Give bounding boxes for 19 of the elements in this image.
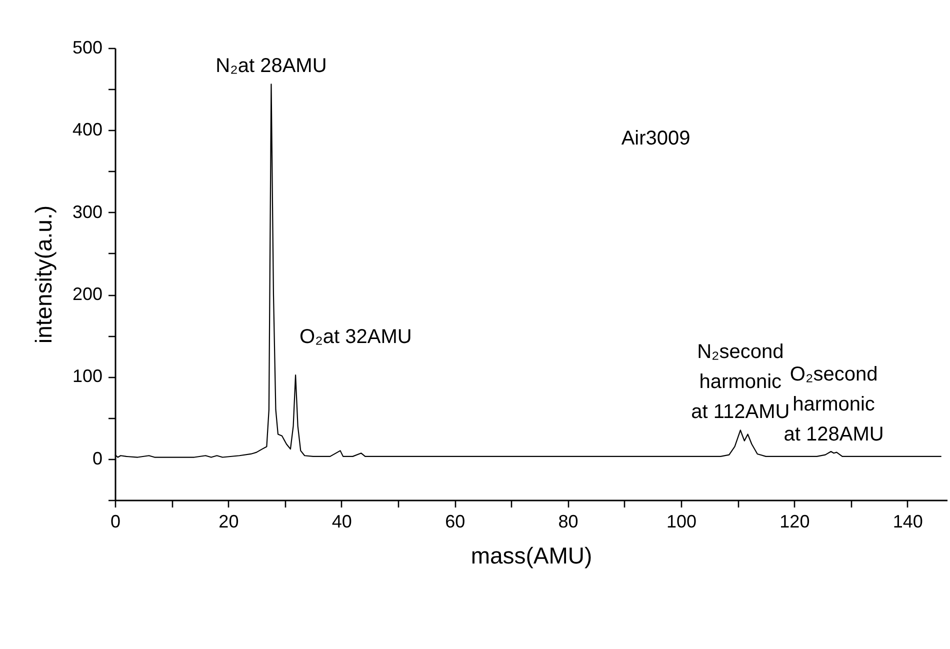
annotation: O₂at 32AMU [300, 326, 412, 348]
y-tick-label: 400 [72, 120, 102, 140]
y-tick-label: 500 [72, 38, 102, 58]
x-tick-label: 20 [218, 512, 239, 532]
x-tick-label: 80 [558, 512, 578, 532]
y-tick-label: 100 [72, 366, 102, 386]
y-tick-label: 300 [72, 202, 102, 222]
x-tick-label: 140 [892, 512, 923, 532]
y-tick-label: 200 [72, 284, 102, 304]
y-tick-label: 0 [92, 448, 102, 468]
y-axis-title: intensity(a.u.) [30, 205, 56, 344]
x-tick-label: 120 [780, 512, 810, 532]
x-tick-label: 0 [110, 512, 121, 532]
x-axis-title: mass(AMU) [470, 542, 592, 568]
x-tick-label: 100 [666, 512, 697, 532]
x-tick-label: 60 [445, 512, 466, 532]
annotation: N₂at 28AMU [216, 55, 327, 78]
x-tick-label: 40 [332, 512, 352, 532]
annotation: Air3009 [621, 127, 690, 150]
